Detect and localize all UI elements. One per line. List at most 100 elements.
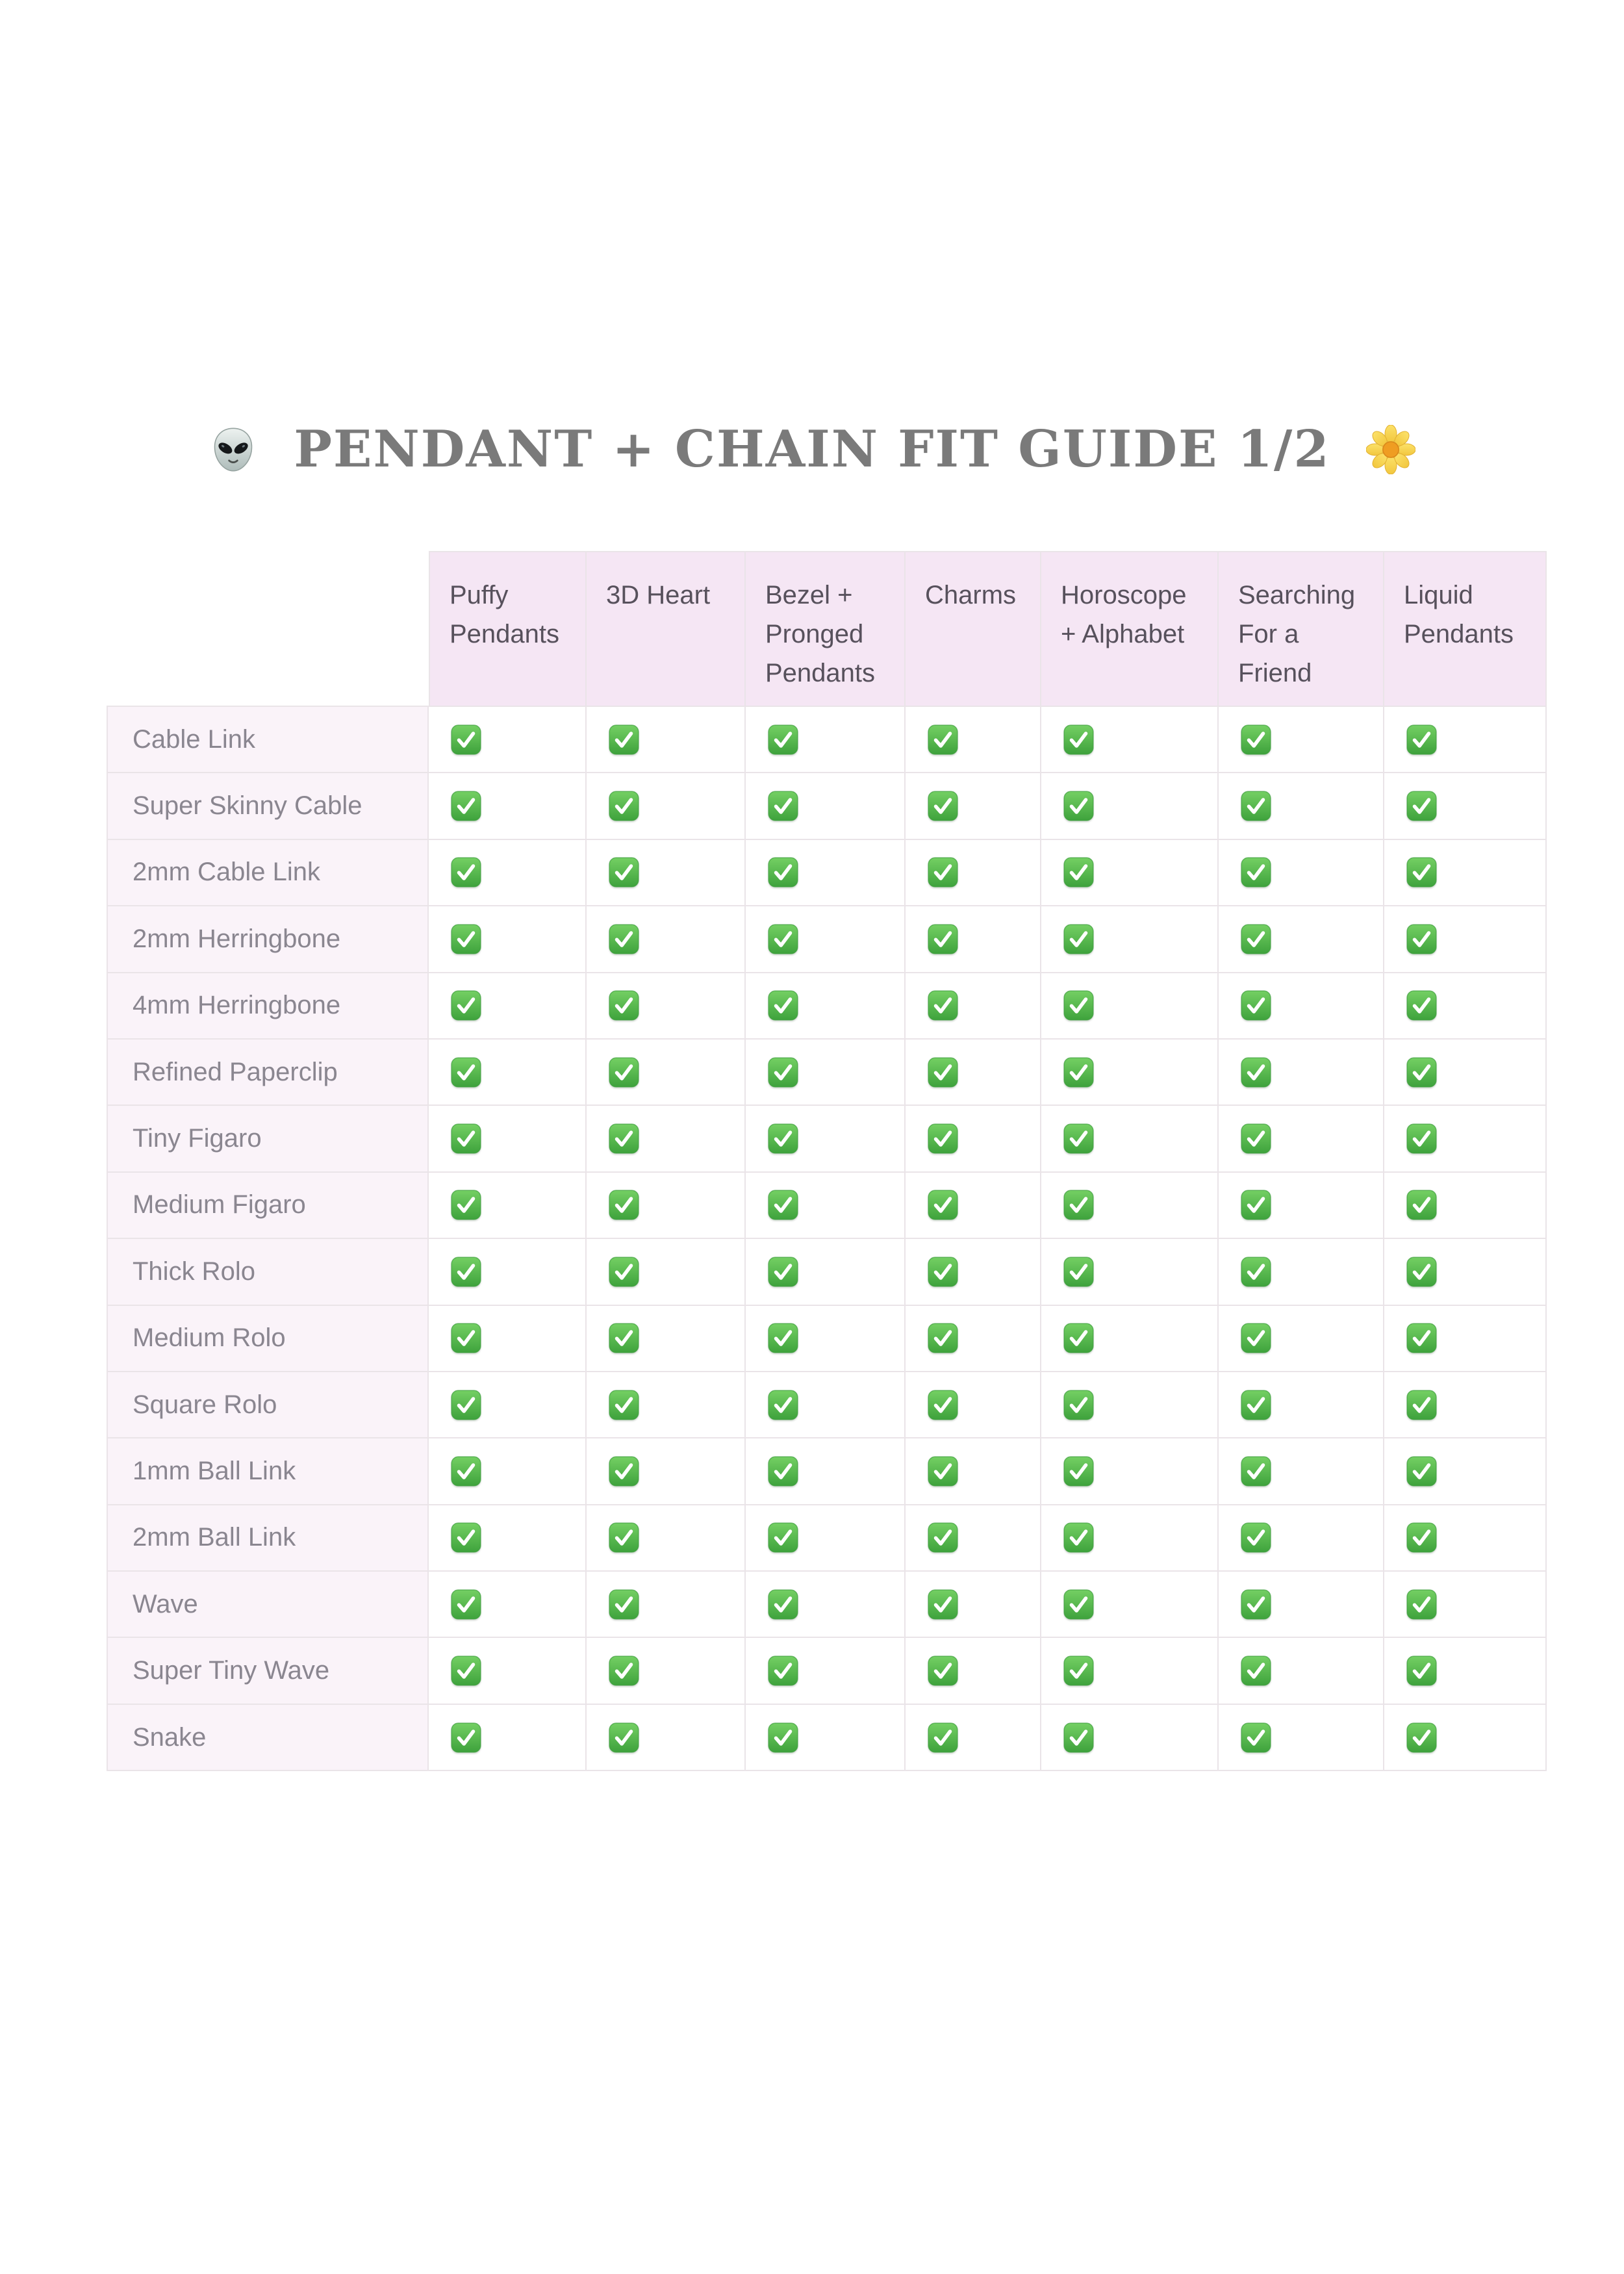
check-cell [1384, 707, 1547, 774]
green-check-icon [768, 924, 798, 954]
check-cell [587, 1172, 746, 1240]
green-check-icon [928, 857, 958, 888]
row-label: 2mm Cable Link [107, 839, 429, 907]
green-check-icon [1406, 1323, 1437, 1353]
check-cell [906, 1305, 1041, 1372]
check-cell [1384, 1704, 1547, 1772]
check-cell [587, 1372, 746, 1439]
green-check-icon [928, 1655, 958, 1686]
check-cell [429, 839, 587, 907]
row-label: Tiny Figaro [107, 1106, 429, 1173]
green-check-icon [1241, 1190, 1271, 1221]
green-check-icon [609, 1722, 639, 1753]
check-cell [746, 906, 906, 973]
check-cell [906, 1239, 1041, 1306]
green-check-icon [1406, 1589, 1437, 1620]
green-check-icon [928, 1522, 958, 1553]
check-cell [906, 1704, 1041, 1772]
green-check-icon [451, 724, 481, 755]
green-check-icon [451, 924, 481, 954]
green-check-icon [1406, 1722, 1437, 1753]
check-cell [429, 973, 587, 1040]
check-cell [1384, 1372, 1547, 1439]
check-cell [1219, 1572, 1384, 1639]
check-cell [1041, 707, 1219, 774]
alien-icon [209, 425, 258, 487]
green-check-icon [451, 1522, 481, 1553]
check-cell [906, 1572, 1041, 1639]
check-cell [1041, 973, 1219, 1040]
check-cell [1219, 1372, 1384, 1439]
check-cell [587, 1638, 746, 1705]
check-cell [1041, 1039, 1219, 1106]
check-cell [429, 1704, 587, 1772]
check-cell [429, 1572, 587, 1639]
green-check-icon [928, 1589, 958, 1620]
green-check-icon [451, 857, 481, 888]
row-label: 1mm Ball Link [107, 1438, 429, 1505]
green-check-icon [1241, 1456, 1271, 1487]
row-label: Wave [107, 1572, 429, 1639]
check-cell [1384, 839, 1547, 907]
green-check-icon [1063, 1722, 1094, 1753]
green-check-icon [451, 1057, 481, 1088]
check-cell [1384, 1172, 1547, 1240]
green-check-icon [1406, 1257, 1437, 1287]
check-cell [1041, 1572, 1219, 1639]
check-cell [746, 1638, 906, 1705]
green-check-icon [451, 1389, 481, 1420]
green-check-icon [928, 1323, 958, 1353]
green-check-icon [1063, 1257, 1094, 1287]
row-label: Cable Link [107, 707, 429, 774]
check-cell [906, 1039, 1041, 1106]
green-check-icon [1063, 990, 1094, 1021]
check-cell [746, 1505, 906, 1572]
green-check-icon [1063, 1389, 1094, 1420]
check-cell [429, 1372, 587, 1439]
green-check-icon [1241, 1323, 1271, 1353]
column-header: Searching For a Friend [1219, 551, 1384, 707]
table-corner [107, 551, 429, 707]
green-check-icon [1241, 924, 1271, 954]
green-check-icon [1241, 1257, 1271, 1287]
green-check-icon [451, 1589, 481, 1620]
blossom-icon [1365, 425, 1415, 487]
green-check-icon [1241, 990, 1271, 1021]
check-cell [429, 1172, 587, 1240]
check-cell [1384, 1505, 1547, 1572]
green-check-icon [768, 1057, 798, 1088]
check-cell [429, 1505, 587, 1572]
green-check-icon [768, 1123, 798, 1154]
green-check-icon [451, 1123, 481, 1154]
check-cell [1219, 1305, 1384, 1372]
check-cell [746, 1239, 906, 1306]
check-cell [1041, 1239, 1219, 1306]
check-cell [1384, 1039, 1547, 1106]
check-cell [1219, 906, 1384, 973]
check-cell [1041, 773, 1219, 840]
row-label: Super Tiny Wave [107, 1638, 429, 1705]
check-cell [1384, 906, 1547, 973]
green-check-icon [1063, 1323, 1094, 1353]
check-cell [587, 839, 746, 907]
check-cell [746, 1106, 906, 1173]
check-cell [1384, 1638, 1547, 1705]
green-check-icon [1406, 1123, 1437, 1154]
check-cell [1384, 1239, 1547, 1306]
row-label: Medium Rolo [107, 1305, 429, 1372]
check-cell [746, 1438, 906, 1505]
green-check-icon [609, 990, 639, 1021]
green-check-icon [1241, 1589, 1271, 1620]
green-check-icon [1241, 791, 1271, 821]
row-label: 2mm Herringbone [107, 906, 429, 973]
green-check-icon [1241, 1389, 1271, 1420]
check-cell [1219, 973, 1384, 1040]
green-check-icon [928, 1123, 958, 1154]
green-check-icon [768, 1722, 798, 1753]
check-cell [587, 1704, 746, 1772]
row-label: Square Rolo [107, 1372, 429, 1439]
green-check-icon [609, 1389, 639, 1420]
check-cell [587, 773, 746, 840]
check-cell [1219, 773, 1384, 840]
green-check-icon [609, 1655, 639, 1686]
